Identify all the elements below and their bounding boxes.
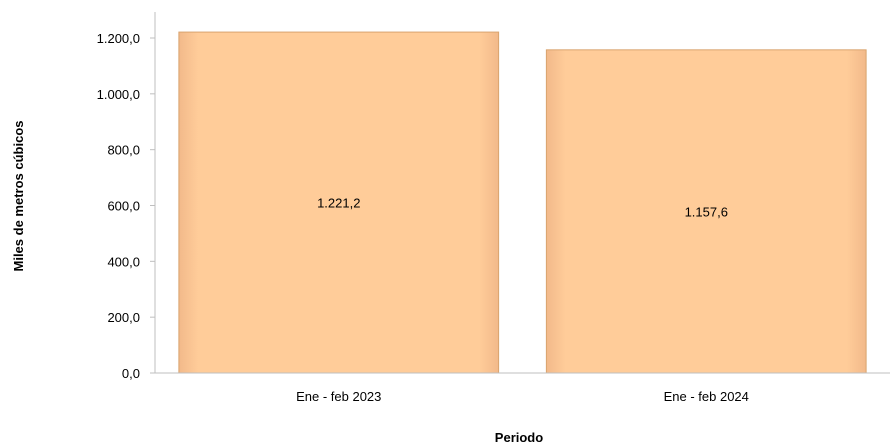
y-tick-label: 800,0	[107, 143, 140, 158]
data-label: 1.157,6	[685, 204, 728, 219]
data-label: 1.221,2	[317, 196, 360, 211]
y-tick-label: 1.000,0	[97, 87, 140, 102]
y-tick-label: 400,0	[107, 254, 140, 269]
y-tick-label: 600,0	[107, 199, 140, 214]
bars	[178, 31, 867, 374]
x-category-label: Ene - feb 2024	[664, 389, 749, 404]
y-axis-ticks: 0,0 200,0 400,0 600,0 800,0 1.000,0 1.200,0	[97, 31, 155, 381]
y-axis-title: Miles de metros cúbicos	[11, 121, 26, 272]
x-category-label: Ene - feb 2023	[296, 389, 381, 404]
bar	[545, 49, 867, 374]
x-axis-categories: Ene - feb 2023 Ene - feb 2024	[296, 389, 749, 404]
y-tick-label: 200,0	[107, 310, 140, 325]
x-axis-title: Periodo	[495, 430, 543, 445]
y-tick-label: 0,0	[122, 366, 140, 381]
data-labels: 1.221,2 1.157,6	[317, 196, 728, 220]
y-tick-label: 1.200,0	[97, 31, 140, 46]
